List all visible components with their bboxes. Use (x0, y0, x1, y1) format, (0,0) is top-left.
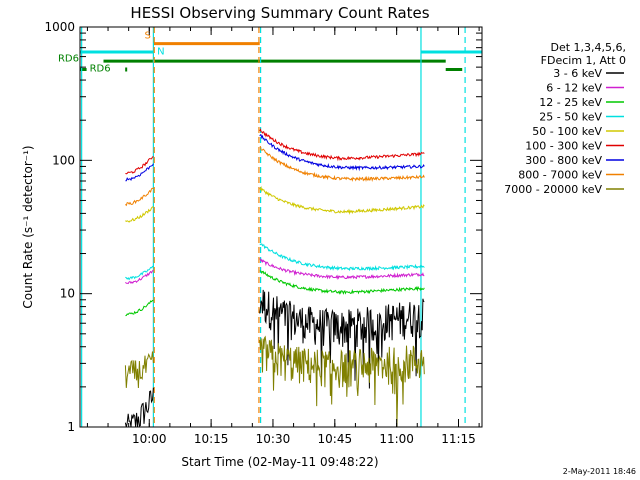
plot-frame (79, 26, 483, 428)
legend-header: Det 1,3,4,5,6, (550, 41, 626, 54)
axis-ticks (80, 26, 482, 428)
series-line (125, 134, 425, 182)
series-line (125, 258, 425, 285)
series-line (125, 145, 425, 207)
legend-header: FDecim 1, Att 0 (541, 54, 626, 67)
series-line (125, 243, 425, 281)
legend-entry-label: 3 - 6 keV (553, 67, 602, 80)
y-tick-label: 1000 (44, 20, 75, 34)
flag-label: N (157, 47, 164, 58)
legend-entry-label: 50 - 100 keV (532, 125, 602, 138)
x-axis-label: Start Time (02-May-11 09:48:22) (181, 455, 378, 469)
y-tick-label: 10 (60, 287, 75, 301)
x-tick-label: 10:30 (256, 432, 291, 446)
legend-entry-label: 300 - 800 keV (525, 154, 602, 167)
flag-label: S (145, 30, 151, 41)
event-markers (81, 27, 466, 427)
y-tick-label: 1 (67, 420, 75, 434)
chart-title: HESSI Observing Summary Count Rates (130, 4, 429, 22)
series-line (125, 185, 425, 223)
flag-dot (125, 67, 128, 72)
legend-entry-label: 12 - 25 keV (539, 96, 602, 109)
flag-label: RD6 (58, 54, 79, 65)
x-tick-label: 11:15 (441, 432, 476, 446)
timestamp-footer: 2-May-2011 18:46 (563, 467, 636, 476)
legend-entry-label: 6 - 12 keV (546, 82, 602, 95)
flag-label: RD6 (90, 64, 111, 75)
legend-entry-label: 25 - 50 keV (539, 111, 602, 124)
series-line (124, 289, 425, 428)
y-tick-label: 100 (52, 153, 75, 167)
legend-entry-label: 100 - 300 keV (525, 140, 602, 153)
x-tick-label: 10:15 (194, 432, 229, 446)
legend-entry-label: 800 - 7000 keV (518, 169, 602, 182)
x-tick-label: 10:45 (318, 432, 353, 446)
x-tick-label: 11:00 (379, 432, 414, 446)
series-line (125, 128, 425, 175)
tick-labels: 1 10 100 1000 10:00 10:15 10:30 10:45 11:00 11:15 (44, 20, 475, 446)
series-line (125, 270, 425, 317)
series-lines (124, 128, 425, 428)
legend-entry-label: 7000 - 20000 keV (504, 183, 602, 196)
series-line (124, 335, 425, 428)
flag-bars: SN RD6 RD6 (58, 30, 482, 75)
y-axis-label: Count Rate (s⁻¹ detector⁻¹) (21, 145, 35, 308)
legend: Det 1,3,4,5,6,FDecim 1, Att 03 - 6 keV 6 … (504, 41, 626, 196)
x-tick-label: 10:00 (132, 432, 167, 446)
